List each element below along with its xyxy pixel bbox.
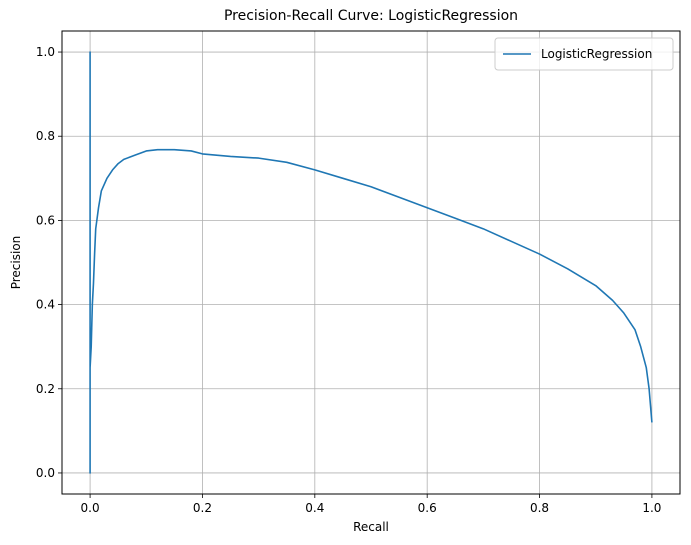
x-tick-label: 0.8: [530, 501, 549, 515]
series-line-logisticregression: [89, 51, 653, 474]
grid-lines: [62, 31, 680, 494]
y-tick-label: 0.4: [36, 298, 55, 312]
series-layer: [89, 51, 653, 474]
y-axis-title: Precision: [9, 236, 23, 290]
x-axis-title: Recall: [353, 520, 389, 534]
axis-ticks: 0.0 0.2 0.4 0.6 0.8 1.0 0.0 0.2 0.4 0.6 0.8 1.0: [36, 45, 662, 515]
plot-frame: [61, 30, 681, 495]
y-tick-label: 1.0: [36, 45, 55, 59]
y-tick-label: 0.8: [36, 129, 55, 143]
y-tick-label: 0.0: [36, 466, 55, 480]
x-tick-label: 0.2: [193, 501, 212, 515]
x-tick-label: 0.4: [305, 501, 324, 515]
y-tick-label: 0.2: [36, 382, 55, 396]
x-tick-label: 0.0: [81, 501, 100, 515]
legend-box: [494, 37, 674, 71]
legend-entry-label: LogisticRegression: [541, 47, 652, 61]
chart-title: Precision-Recall Curve: LogisticRegressi…: [224, 8, 518, 24]
y-tick-label: 0.6: [36, 213, 55, 227]
x-tick-label: 0.6: [418, 501, 437, 515]
x-tick-label: 1.0: [642, 501, 661, 515]
legend: LogisticRegression: [494, 37, 674, 71]
